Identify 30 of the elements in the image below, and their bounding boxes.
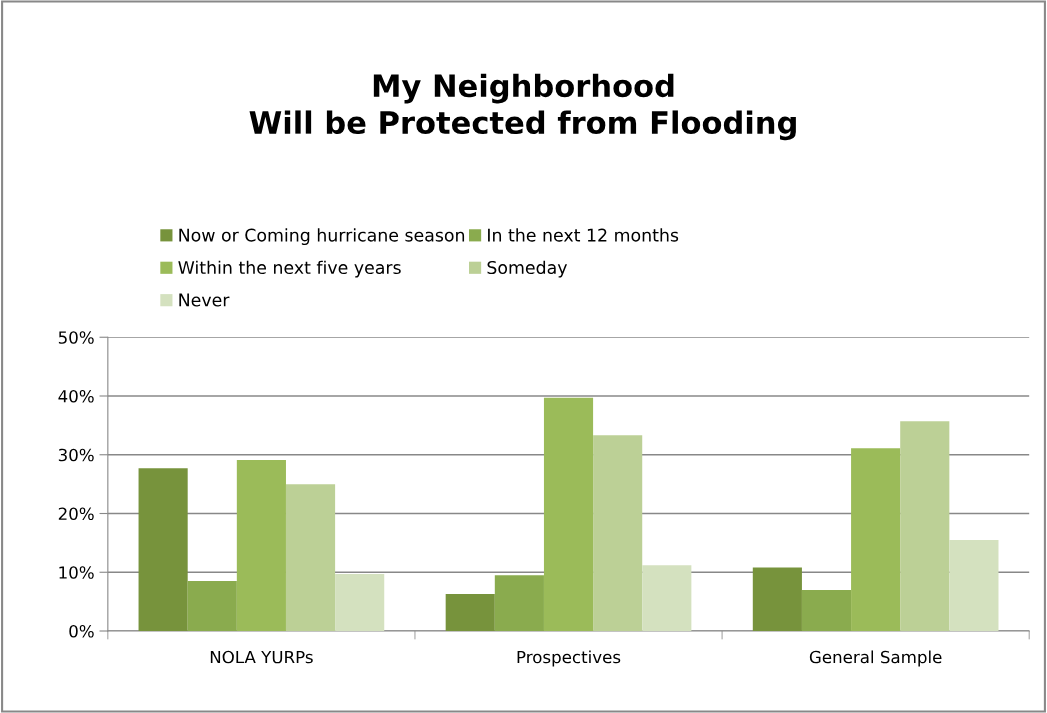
chart-title: My Neighborhood Will be Protected from Flooding — [249, 73, 796, 141]
bar — [187, 581, 237, 631]
bar — [335, 574, 385, 631]
bar — [494, 575, 544, 631]
legend-label: Someday — [487, 260, 568, 278]
bar — [752, 567, 802, 631]
bar — [138, 468, 188, 631]
bar — [900, 421, 950, 631]
x-tick-label: NOLA YURPs — [210, 650, 313, 664]
bar — [801, 589, 852, 631]
legend-label: In the next 12 months — [488, 228, 679, 242]
x-tick-label: Prospectives — [517, 650, 621, 667]
bar — [285, 484, 336, 631]
y-tick-label: 50% — [58, 331, 94, 344]
y-tick-label: 40% — [58, 389, 94, 403]
bar — [543, 397, 594, 631]
legend-label: Within the next five years — [178, 260, 401, 278]
bar — [642, 565, 692, 631]
bar — [236, 460, 286, 631]
y-tick-label: 10% — [59, 566, 94, 579]
legend-label: Never — [179, 293, 230, 307]
x-tick-label: General Sample — [809, 650, 942, 667]
y-tick-label: 20% — [58, 507, 94, 521]
bar — [593, 435, 643, 631]
bar — [445, 593, 495, 631]
y-tick-label: 30% — [58, 448, 94, 462]
bar — [851, 448, 901, 631]
legend-label: Now or Coming hurricane season — [179, 228, 465, 246]
bar — [949, 539, 999, 631]
y-tick-label: 0% — [69, 624, 94, 638]
